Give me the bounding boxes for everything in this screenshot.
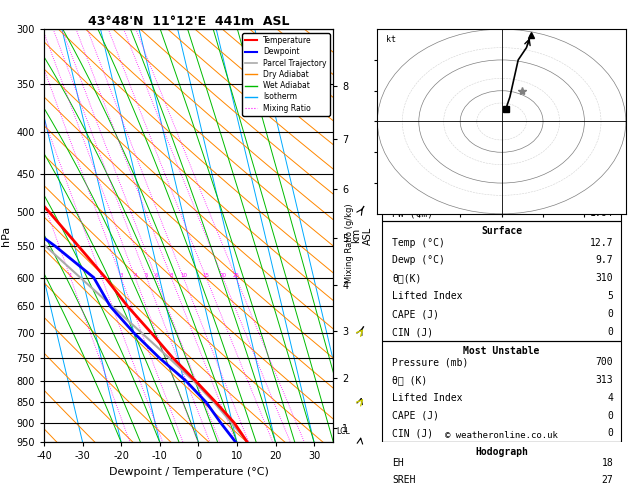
Title: 43°48'N  11°12'E  441m  ASL: 43°48'N 11°12'E 441m ASL [88, 15, 289, 28]
Text: CIN (J): CIN (J) [392, 327, 433, 337]
Text: 0: 0 [608, 309, 613, 319]
Text: 8: 8 [169, 273, 173, 278]
Text: 700: 700 [596, 357, 613, 367]
Text: 29.04.2024  06GMT  (Base: 00): 29.04.2024 06GMT (Base: 00) [398, 34, 605, 46]
Text: CAPE (J): CAPE (J) [392, 411, 439, 420]
Bar [382, 442, 621, 486]
Text: SREH: SREH [392, 475, 416, 485]
Text: Pressure (mb): Pressure (mb) [392, 357, 469, 367]
Text: 9.7: 9.7 [596, 256, 613, 265]
Text: 27: 27 [602, 475, 613, 485]
Text: 1.64: 1.64 [590, 208, 613, 218]
Text: Surface: Surface [481, 226, 522, 236]
Text: Lifted Index: Lifted Index [392, 291, 463, 301]
Text: Dewp (°C): Dewp (°C) [392, 256, 445, 265]
Y-axis label: hPa: hPa [1, 226, 11, 246]
X-axis label: Dewpoint / Temperature (°C): Dewpoint / Temperature (°C) [109, 467, 269, 477]
Text: 15: 15 [203, 273, 209, 278]
Text: 43: 43 [602, 192, 613, 203]
Text: CAPE (J): CAPE (J) [392, 309, 439, 319]
Legend: Temperature, Dewpoint, Parcel Trajectory, Dry Adiabat, Wet Adiabat, Isotherm, Mi: Temperature, Dewpoint, Parcel Trajectory… [242, 33, 330, 116]
Bar [382, 341, 621, 442]
Text: Lifted Index: Lifted Index [392, 393, 463, 403]
Text: Mixing Ratio (g/kg): Mixing Ratio (g/kg) [345, 203, 353, 283]
Bar [382, 221, 621, 341]
Text: Totals Totals: Totals Totals [392, 192, 469, 203]
Text: 5: 5 [145, 273, 148, 278]
Text: 21: 21 [602, 177, 613, 187]
Bar [382, 174, 621, 221]
Text: 6: 6 [154, 273, 158, 278]
Text: 5: 5 [608, 291, 613, 301]
Text: PW (cm): PW (cm) [392, 208, 433, 218]
Text: θᴇ(K): θᴇ(K) [392, 274, 421, 283]
Text: 0: 0 [608, 411, 613, 420]
Text: CIN (J): CIN (J) [392, 428, 433, 438]
Text: θᴇ (K): θᴇ (K) [392, 375, 428, 385]
Text: 12.7: 12.7 [590, 238, 613, 247]
Text: 2: 2 [100, 273, 103, 278]
Text: Temp (°C): Temp (°C) [392, 238, 445, 247]
Text: 20: 20 [220, 273, 226, 278]
Text: LCL: LCL [337, 427, 350, 436]
Y-axis label: km
ASL: km ASL [352, 226, 373, 245]
Text: 310: 310 [596, 274, 613, 283]
Text: 25: 25 [233, 273, 240, 278]
Text: 1: 1 [69, 273, 72, 278]
Text: © weatheronline.co.uk: © weatheronline.co.uk [445, 431, 558, 440]
Text: 0: 0 [608, 428, 613, 438]
Text: K: K [392, 177, 398, 187]
Text: 18: 18 [602, 458, 613, 468]
Text: Most Unstable: Most Unstable [464, 346, 540, 356]
Text: 3: 3 [120, 273, 123, 278]
Text: Hodograph: Hodograph [475, 447, 528, 457]
Text: EH: EH [392, 458, 404, 468]
Text: kt: kt [386, 35, 396, 44]
Text: 313: 313 [596, 375, 613, 385]
Text: 10: 10 [180, 273, 187, 278]
Text: 4: 4 [608, 393, 613, 403]
Text: 4: 4 [133, 273, 137, 278]
Text: 0: 0 [608, 327, 613, 337]
